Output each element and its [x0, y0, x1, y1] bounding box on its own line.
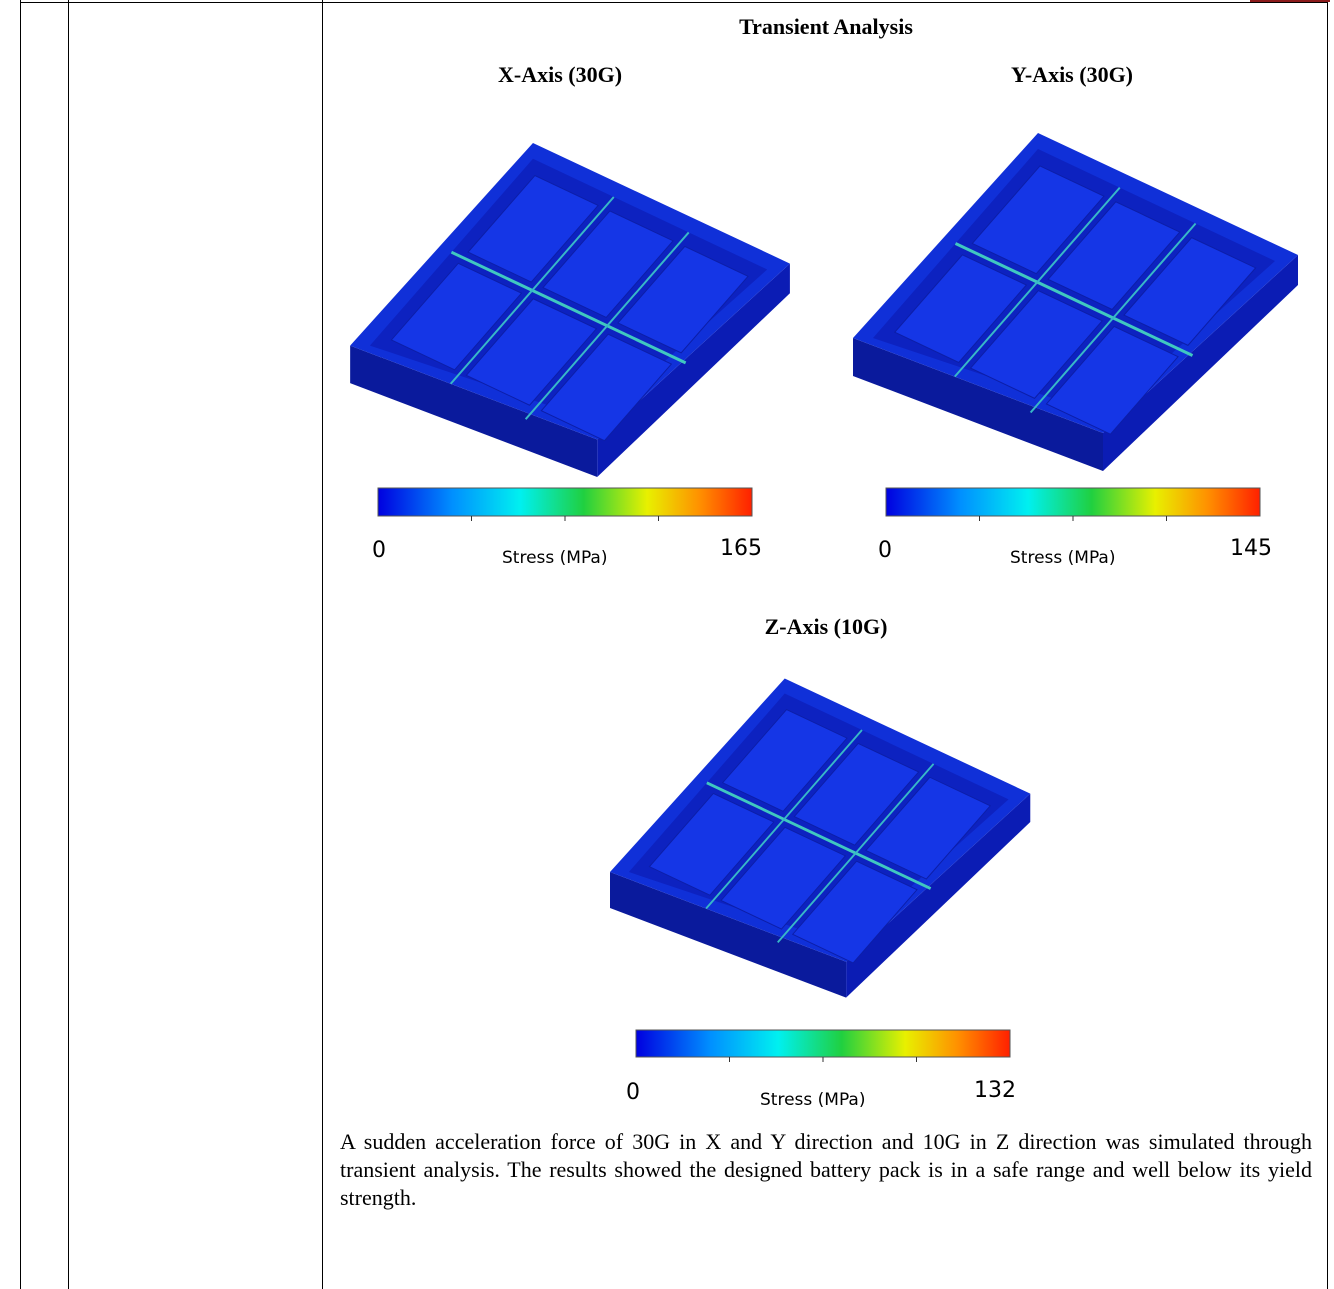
colorbar-max: 132	[974, 1078, 1016, 1103]
table-top-border	[20, 2, 1328, 3]
colorbar	[886, 488, 1260, 516]
colorbar	[636, 1030, 1010, 1057]
panel-label: Y-Axis (30G)	[1011, 62, 1133, 88]
colorbar-max: 165	[720, 536, 762, 561]
stress-contour-image	[853, 133, 1298, 471]
page: Transient Analysis X-Axis (30G) Y-Axis (…	[0, 0, 1334, 1289]
panel-label: Z-Axis (10G)	[765, 614, 888, 640]
section-title: Transient Analysis	[739, 14, 913, 40]
body-paragraph: A sudden acceleration force of 30G in X …	[340, 1128, 1312, 1212]
colorbar-axis-label: Stress (MPa)	[502, 548, 608, 568]
figures	[0, 0, 1334, 1289]
colorbar-min: 0	[878, 538, 892, 563]
colorbar-max: 145	[1230, 536, 1272, 561]
table-column-line	[1327, 0, 1328, 1289]
colorbar-min: 0	[372, 538, 386, 563]
page-corner-mark	[1250, 0, 1330, 2]
stress-contour-image	[350, 143, 790, 477]
table-column-line	[322, 0, 323, 1289]
table-column-line	[68, 0, 69, 1289]
colorbar	[378, 488, 752, 516]
colorbar-min: 0	[626, 1080, 640, 1105]
table-column-line	[20, 0, 21, 1289]
stress-contour-image	[610, 678, 1030, 997]
colorbar-axis-label: Stress (MPa)	[760, 1090, 866, 1110]
panel-label: X-Axis (30G)	[498, 62, 622, 88]
colorbar-axis-label: Stress (MPa)	[1010, 548, 1116, 568]
